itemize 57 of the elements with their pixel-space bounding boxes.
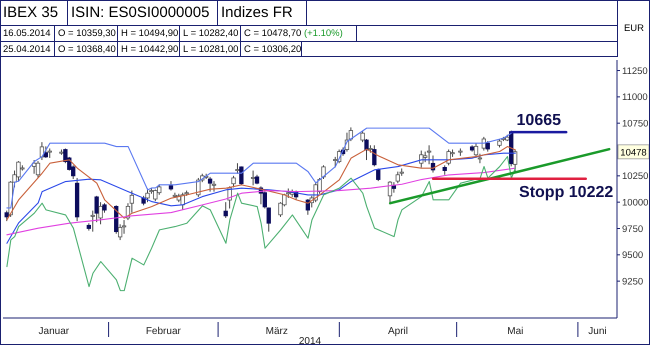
candlestick <box>442 164 447 176</box>
candlestick <box>145 188 150 203</box>
text: 25.04.2014 <box>0 42 55 56</box>
text: H = 10442,90 <box>118 42 180 56</box>
y-tick-label: 10750 <box>622 118 648 130</box>
line-series <box>6 168 516 236</box>
text: O = 10368,40 <box>55 42 118 56</box>
candlestick <box>376 168 380 182</box>
chart-subtitle: ISIN: ES0SI0000005 <box>68 0 218 25</box>
x-tick-label: März <box>266 326 288 337</box>
x-axis-title: 2014 <box>298 336 322 345</box>
candlestick <box>153 189 158 202</box>
text: H = 10494,90 <box>118 26 180 41</box>
annotation: 10478 <box>620 147 647 158</box>
y-tick-label: 10250 <box>622 171 648 182</box>
candlestick <box>396 171 400 184</box>
line-series <box>6 152 516 244</box>
y-tick-label: 9250 <box>622 276 644 288</box>
text: (+1.10%) <box>304 28 343 39</box>
text: Indizes FR <box>218 0 307 25</box>
candlestick <box>224 202 228 218</box>
line-series <box>6 128 512 209</box>
candlestick <box>44 146 48 158</box>
text: L = 10281,00 <box>180 42 241 56</box>
text: C = 10306,20 <box>241 42 302 56</box>
line-series <box>6 156 516 292</box>
y-tick-label: 9500 <box>622 250 644 262</box>
chart-title: IBEX 35 <box>0 0 68 25</box>
candlestick <box>446 149 451 166</box>
x-tick-label: Juni <box>588 326 607 337</box>
y-tick-label: 11250 <box>622 66 648 77</box>
y-tick-label: 11000 <box>622 92 648 104</box>
candlestick <box>306 198 310 216</box>
x-tick-label: Mai <box>507 326 524 337</box>
candlestick <box>235 162 240 174</box>
x-tick-label: April <box>388 326 408 337</box>
candlestick <box>208 176 212 192</box>
x-tick-label: Januar <box>38 326 70 337</box>
candlestick <box>426 144 432 165</box>
candlestick <box>168 180 174 192</box>
candlestick <box>372 144 376 167</box>
y-tick-label: 9750 <box>622 224 644 235</box>
y-tick-label: 10000 <box>622 198 648 209</box>
candlestick <box>36 160 40 178</box>
candlestick <box>250 170 256 186</box>
text: C = 10478,70 <box>244 28 302 39</box>
x-tick-label: Februar <box>146 326 182 337</box>
text: 16.05.2014 <box>0 26 55 41</box>
candlestick <box>486 140 490 152</box>
candlestick <box>48 148 52 158</box>
text: O = 10359,30 <box>55 26 118 41</box>
text: L = 10282,40 <box>180 26 241 41</box>
candlestick <box>254 174 260 185</box>
annotation: 10665 <box>516 112 562 130</box>
y-axis-title: EUR <box>617 0 650 57</box>
annotation: Stopp 10222 <box>519 184 614 201</box>
candlestick <box>231 175 236 188</box>
